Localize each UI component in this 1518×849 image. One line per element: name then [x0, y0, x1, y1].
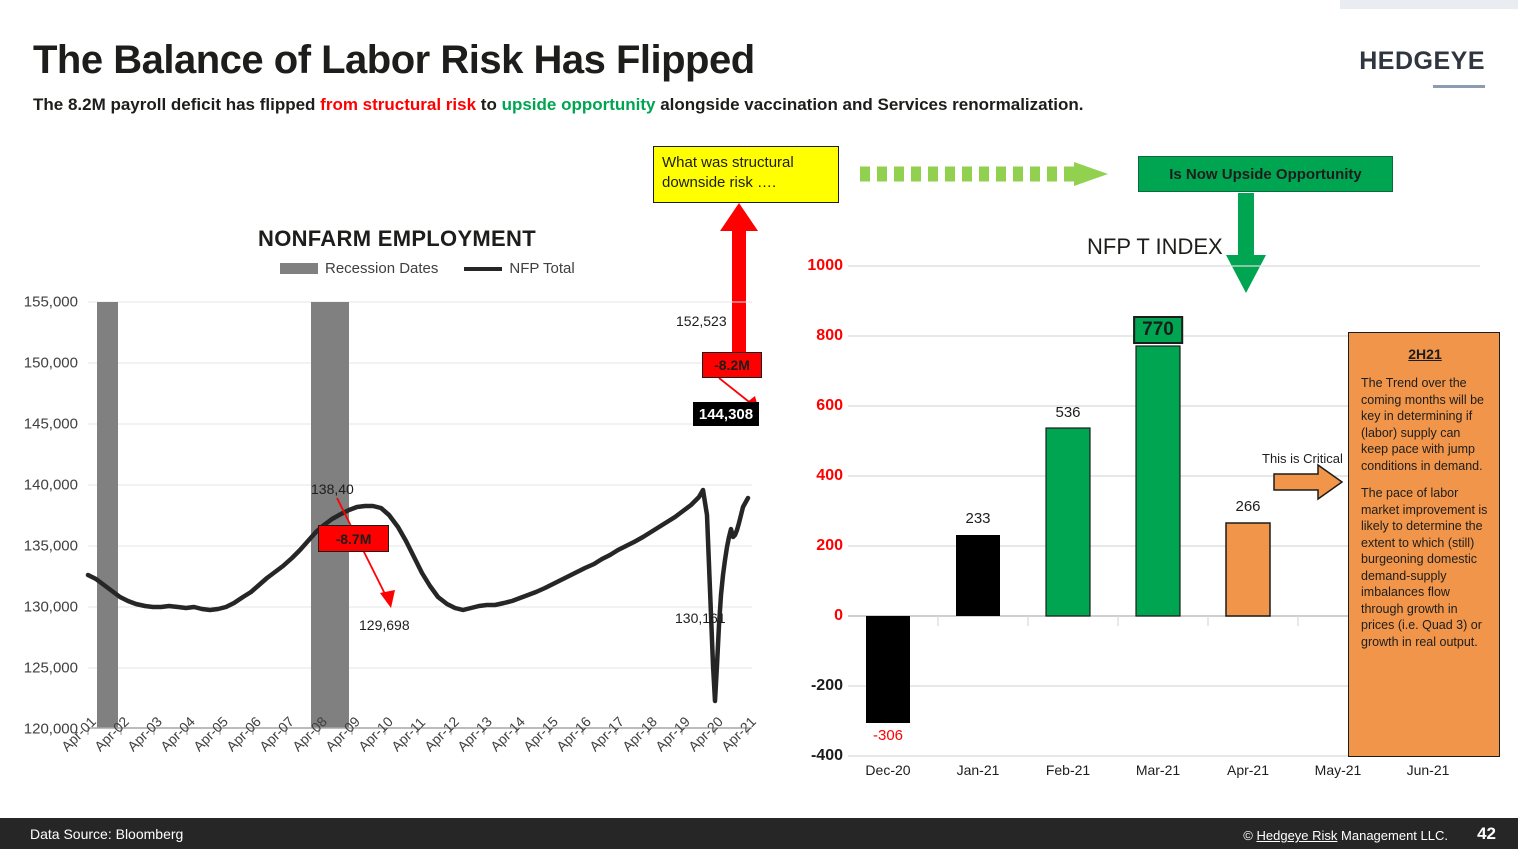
- 2h21-paragraph-2: The pace of labor market improvement is …: [1361, 486, 1488, 649]
- left-y-tick-120000: 120,000: [23, 720, 78, 738]
- right-x-tick-dec-20: Dec-20: [865, 762, 911, 778]
- callout-green-upside-opportunity: Is Now Upside Opportunity: [1138, 156, 1393, 192]
- right-x-tick-jan-21: Jan-21: [956, 762, 1000, 778]
- covid-drop-tag: -8.2M: [702, 352, 762, 378]
- bar-label-apr-21: 266: [1235, 498, 1261, 515]
- left-chart-x-axis: Apr-01 Apr-02 Apr-03 Apr-04 Apr-05 Apr-0…: [0, 713, 780, 813]
- right-y-tick-0: 0: [834, 607, 843, 624]
- bar-apr-21: [1225, 522, 1271, 617]
- recession-swatch-icon: [280, 263, 318, 274]
- hedgeye-logo: HEDGEYE: [1359, 47, 1485, 75]
- nfp-t-index-chart: [800, 260, 1500, 760]
- subtitle-opportunity-text: upside opportunity: [501, 95, 656, 114]
- left-y-tick-150000: 150,000: [23, 354, 78, 372]
- page-title: The Balance of Labor Risk Has Flipped: [33, 38, 755, 82]
- 2h21-paragraph-1: The Trend over the coming months will be…: [1361, 376, 1484, 473]
- left-chart-legend: Recession Dates NFP Total: [280, 260, 575, 277]
- bar-mar-21: [1135, 345, 1181, 617]
- copyright-company: Hedgeye Risk: [1256, 828, 1338, 843]
- right-y-tick-200: 200: [816, 537, 843, 554]
- bar-jan-21: [956, 535, 1000, 616]
- top-bar-right: [1340, 0, 1518, 9]
- annotation-peak-2020: 152,523: [676, 313, 727, 329]
- current-nfp-tag: 144,308: [693, 402, 759, 426]
- page-subtitle: The 8.2M payroll deficit has flipped fro…: [33, 95, 1083, 115]
- page-number: 42: [1477, 824, 1496, 843]
- left-y-tick-155000: 155,000: [23, 293, 78, 311]
- right-chart-svg: [848, 265, 1480, 757]
- gfc-drop-tag: -8.7M: [318, 525, 389, 552]
- right-chart-x-axis: Dec-20 Jan-21 Feb-21 Mar-21 Apr-21 May-2…: [800, 762, 1500, 788]
- red-up-arrow-icon: [718, 203, 760, 363]
- 2h21-commentary-panel: 2H21 The Trend over the coming months wi…: [1348, 332, 1500, 757]
- green-down-arrow-icon: [1224, 193, 1268, 293]
- copyright-symbol: ©: [1243, 828, 1257, 843]
- left-y-tick-130000: 130,000: [23, 598, 78, 616]
- left-y-tick-140000: 140,000: [23, 476, 78, 494]
- logo-underline: [1433, 85, 1485, 88]
- bar-label-jan-21: 233: [965, 510, 991, 527]
- annotation-trough-2020: 130,161: [675, 610, 726, 626]
- right-x-tick-may-21: May-21: [1314, 762, 1362, 778]
- subtitle-part-3: alongside vaccination and Services renor…: [655, 95, 1084, 114]
- left-y-tick-135000: 135,000: [23, 537, 78, 555]
- callout-yellow-structural-risk: What was structural downside risk ….: [653, 146, 839, 203]
- bar-label-mar-21: 770: [1133, 316, 1183, 344]
- data-source-label: Data Source: Bloomberg: [30, 826, 184, 842]
- right-y-tick-1000: 1000: [807, 257, 843, 274]
- nfp-line-swatch-icon: [464, 266, 503, 271]
- legend-item-nfp-total: NFP Total: [464, 260, 575, 277]
- right-x-tick-mar-21: Mar-21: [1135, 762, 1181, 778]
- right-x-tick-apr-21: Apr-21: [1226, 762, 1270, 778]
- legend-label-nfp-total: NFP Total: [509, 260, 575, 277]
- subtitle-part-1: The 8.2M payroll deficit has flipped: [33, 95, 321, 114]
- bar-label-feb-21: 536: [1055, 404, 1081, 421]
- copyright-label: © Hedgeye Risk Management LLC.: [1243, 828, 1448, 843]
- orange-right-arrow-icon: [1272, 463, 1344, 501]
- right-y-tick-800: 800: [816, 327, 843, 344]
- gfc-drop-arrow-icon: [336, 497, 395, 608]
- subtitle-part-2: to: [476, 95, 502, 114]
- bar-feb-21: [1045, 427, 1091, 617]
- right-y-tick-neg200: -200: [810, 677, 843, 694]
- top-bar-left: [0, 0, 1340, 9]
- right-chart-title: NFP T INDEX: [1087, 234, 1223, 259]
- recession-band-2001: [97, 302, 118, 728]
- this-is-critical-label: This is Critical: [1262, 451, 1343, 466]
- annotation-trough-2010: 129,698: [359, 617, 410, 633]
- nonfarm-employment-chart: [0, 285, 770, 735]
- left-y-tick-145000: 145,000: [23, 415, 78, 433]
- 2h21-heading: 2H21: [1408, 346, 1442, 362]
- left-chart-title: NONFARM EMPLOYMENT: [258, 226, 536, 251]
- footer-bar: Data Source: Bloomberg © Hedgeye Risk Ma…: [0, 818, 1518, 849]
- dotted-arrow-icon: [858, 160, 1116, 188]
- right-y-tick-600: 600: [816, 397, 843, 414]
- subtitle-risk-text: from structural risk: [320, 95, 477, 114]
- right-x-tick-jun-21: Jun-21: [1406, 762, 1450, 778]
- right-y-tick-400: 400: [816, 467, 843, 484]
- bar-label-dec-20: -306: [872, 727, 904, 744]
- legend-label-recession-dates: Recession Dates: [325, 260, 439, 277]
- right-chart-y-axis: 1000 800 600 400 200 0 -200 -400: [795, 257, 843, 764]
- left-y-tick-125000: 125,000: [23, 659, 78, 677]
- nfp-total-line: [85, 487, 751, 704]
- legend-item-recession-dates: Recession Dates: [280, 260, 438, 277]
- left-chart-svg: [85, 301, 752, 735]
- copyright-suffix: Management LLC.: [1337, 828, 1448, 843]
- bar-dec-20: [866, 616, 910, 723]
- annotation-peak-2008: 138,40: [311, 481, 354, 497]
- right-x-tick-feb-21: Feb-21: [1045, 762, 1091, 778]
- right-y-tick-neg400: -400: [810, 747, 843, 764]
- left-chart-y-axis: 155,000 150,000 145,000 140,000 135,000 …: [0, 285, 86, 745]
